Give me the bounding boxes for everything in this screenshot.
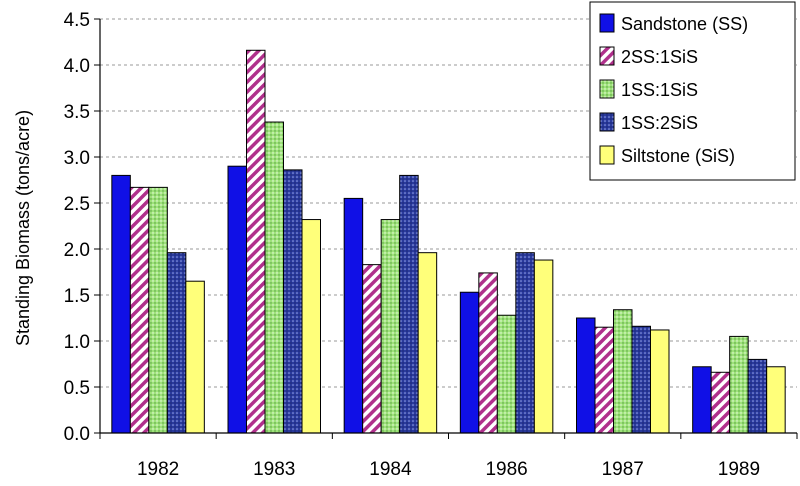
bar-1986-0 [459, 291, 480, 434]
legend-swatch [599, 46, 615, 66]
bar-1984-3 [399, 174, 419, 434]
bar-1984-1 [362, 264, 382, 434]
y-tick-label: 1.5 [64, 286, 90, 307]
bar-1982-0 [111, 174, 131, 434]
y-tick-label: 0.0 [64, 424, 90, 445]
bar-1984-4 [417, 252, 438, 434]
bar-1989-1 [710, 371, 731, 434]
x-tick-label: 1983 [253, 459, 295, 480]
bar-1982-3 [166, 252, 187, 434]
legend-swatch [599, 145, 615, 165]
legend-label: 1SS:1SiS [621, 80, 698, 100]
x-tick-label: 1984 [369, 459, 412, 480]
legend-swatch [599, 112, 615, 132]
y-tick-label: 3.0 [64, 148, 90, 169]
legend-label: Sandstone (SS) [621, 14, 748, 34]
bar-1986-4 [533, 259, 554, 434]
legend-box [589, 1, 796, 181]
legend-label: 1SS:2SiS [621, 113, 698, 133]
x-tick-label: 1987 [602, 459, 644, 480]
y-axis-label: Standing Biomass (tons/acre) [13, 110, 33, 346]
x-tick-label: 1986 [485, 459, 527, 480]
bar-1987-2 [613, 309, 633, 434]
bar-1989-3 [747, 358, 768, 434]
y-tick-label: 1.0 [64, 332, 90, 353]
bar-1986-1 [478, 272, 498, 434]
y-tick-label: 2.5 [64, 194, 90, 215]
bar-1982-1 [129, 186, 150, 434]
x-tick-label: 1989 [718, 459, 760, 480]
legend-label: 2SS:1SiS [621, 47, 698, 67]
bar-1986-2 [496, 314, 517, 434]
y-tick-label: 0.5 [64, 378, 90, 399]
y-tick-label: 4.5 [64, 10, 90, 31]
x-tick-label: 1982 [137, 459, 179, 480]
bar-1987-3 [631, 325, 651, 434]
bar-1984-2 [380, 219, 401, 434]
legend-swatch [599, 13, 615, 33]
y-tick-label: 3.5 [64, 102, 90, 123]
bar-1982-4 [185, 280, 205, 434]
bar-1984-0 [343, 197, 364, 434]
bar-1983-1 [246, 49, 266, 434]
gridlines [100, 18, 797, 388]
bars [111, 49, 786, 434]
legend-label: Siltstone (SiS) [621, 146, 735, 166]
bar-1986-3 [515, 252, 535, 434]
bar-1987-4 [650, 329, 670, 434]
bar-1983-0 [227, 165, 247, 434]
bar-1987-0 [576, 317, 596, 434]
bar-1989-2 [729, 335, 749, 434]
y-tick-label: 4.0 [64, 56, 90, 77]
bar-1982-2 [148, 186, 168, 434]
y-tick-label: 2.0 [64, 240, 90, 261]
legend-swatch [599, 79, 615, 99]
legend: Sandstone (SS) 2SS:1SiS 1SS:1SiS 1SS:2SiS Si… [589, 1, 796, 181]
bar-1989-4 [766, 366, 786, 434]
bar-1987-1 [594, 326, 614, 434]
bar-1983-2 [264, 121, 284, 434]
bar-1983-3 [283, 169, 303, 434]
axes: 0.0 0.5 1.0 1.5 2.0 2.5 3.0 3.5 4.0 4.5 1982 1983 19… [64, 10, 798, 480]
bar-1983-4 [301, 219, 321, 434]
bar-1989-0 [692, 366, 712, 434]
